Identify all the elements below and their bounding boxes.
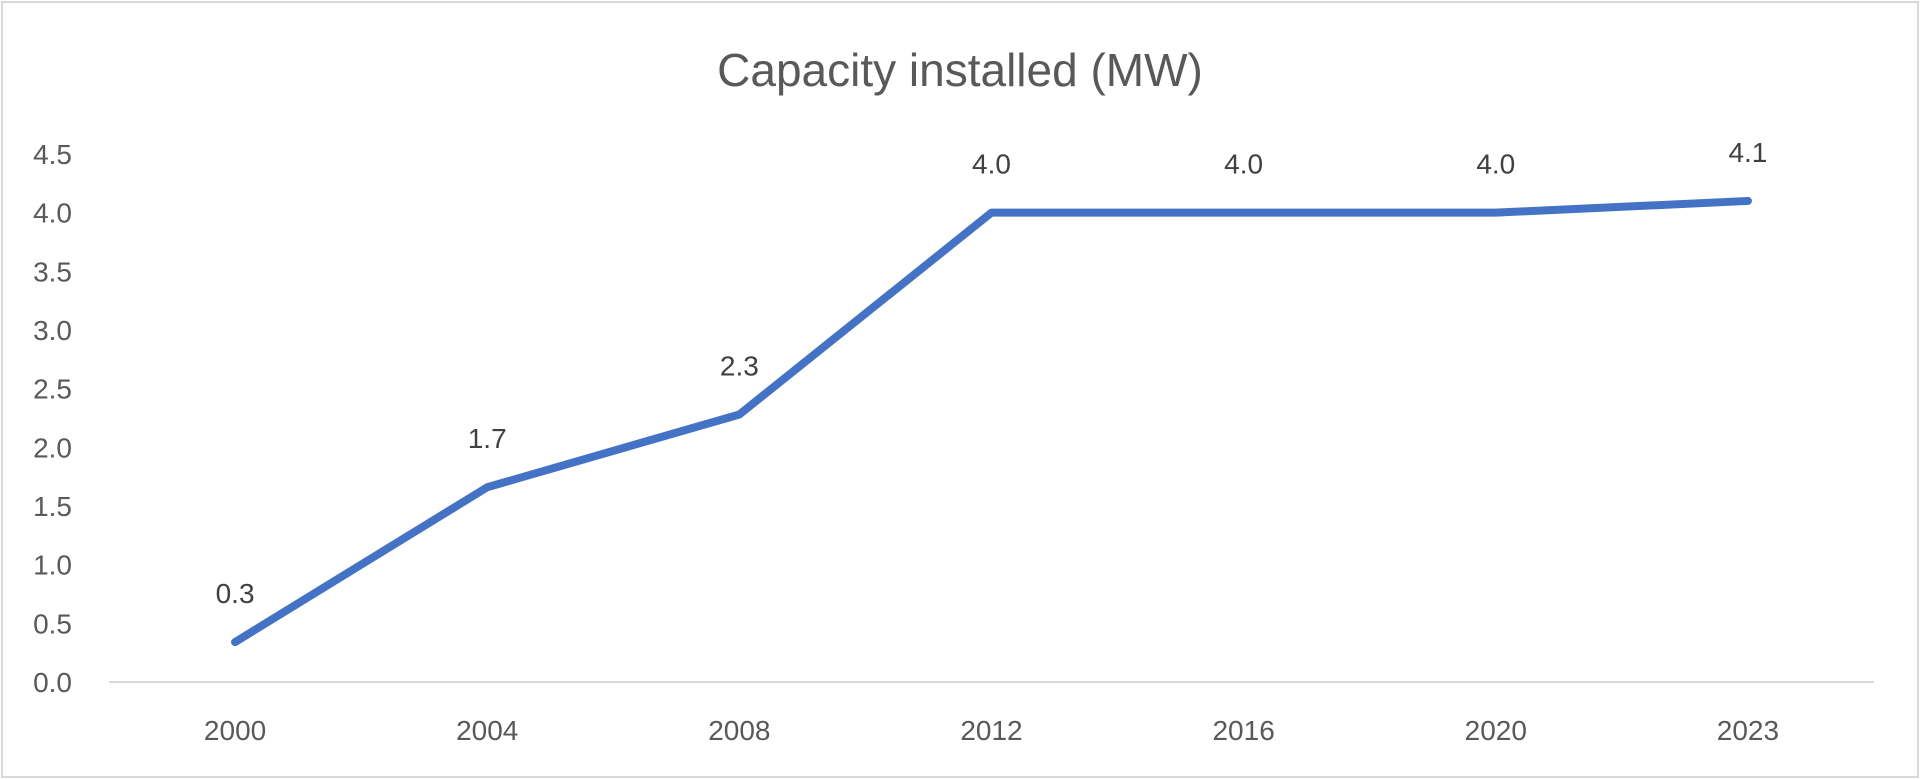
data-label: 4.0: [1224, 149, 1263, 180]
x-tick-label: 2000: [204, 715, 266, 746]
data-label: 4.1: [1728, 137, 1767, 168]
y-tick-label: 0.0: [33, 667, 72, 698]
series-line-capacity: [231, 196, 1752, 647]
data-points: [234, 200, 1749, 643]
data-labels: 0.3 1.7 2.3 4.0 4.0 4.0 4.1: [216, 137, 1768, 609]
y-tick-label: 4.0: [33, 198, 72, 229]
y-tick-label: 4.5: [33, 139, 72, 170]
x-tick-label: 2016: [1212, 715, 1274, 746]
x-tick-label: 2008: [708, 715, 770, 746]
data-label: 1.7: [468, 423, 507, 454]
x-tick-label: 2023: [1717, 715, 1779, 746]
chart-title: Capacity installed (MW): [717, 44, 1203, 96]
x-tick-label: 2004: [456, 715, 518, 746]
data-label: 4.0: [972, 149, 1011, 180]
y-tick-label: 0.5: [33, 608, 72, 639]
y-tick-label: 3.0: [33, 315, 72, 346]
x-axis-tick-labels: 2000 2004 2008 2012 2016 2020 2023: [204, 715, 1779, 746]
y-tick-label: 2.5: [33, 374, 72, 405]
y-axis-tick-labels: 0.0 0.5 1.0 1.5 2.0 2.5 3.0 3.5 4.0 4.5: [33, 139, 72, 698]
y-tick-label: 3.5: [33, 256, 72, 287]
y-tick-label: 1.5: [33, 491, 72, 522]
data-label: 0.3: [216, 578, 255, 609]
x-tick-label: 2012: [960, 715, 1022, 746]
data-label: 2.3: [720, 350, 759, 381]
y-tick-label: 1.0: [33, 550, 72, 581]
x-tick-label: 2020: [1465, 715, 1527, 746]
y-tick-label: 2.0: [33, 432, 72, 463]
data-label: 4.0: [1476, 149, 1515, 180]
